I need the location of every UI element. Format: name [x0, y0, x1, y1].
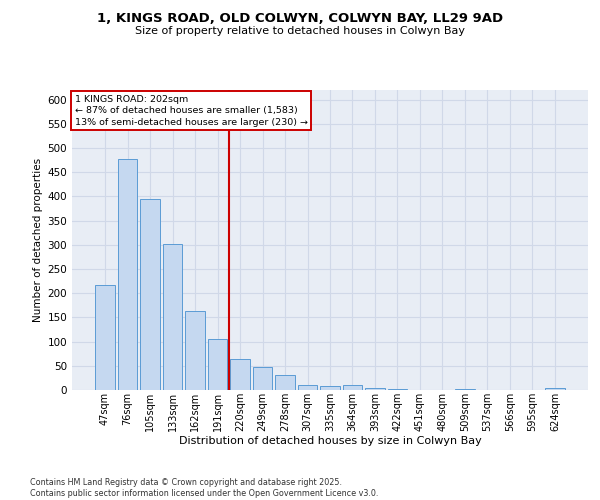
Bar [545, 388, 565, 390]
Bar [140, 199, 160, 390]
Text: Size of property relative to detached houses in Colwyn Bay: Size of property relative to detached ho… [135, 26, 465, 36]
Bar [275, 376, 295, 390]
Bar [253, 368, 272, 390]
Bar [298, 385, 317, 390]
Bar [95, 284, 115, 390]
Bar [185, 311, 205, 390]
Bar [388, 389, 407, 390]
Bar [455, 389, 475, 390]
Bar [320, 386, 340, 390]
Y-axis label: Number of detached properties: Number of detached properties [33, 158, 43, 322]
Bar [163, 244, 182, 390]
Bar [343, 385, 362, 390]
Bar [208, 338, 227, 390]
Text: 1, KINGS ROAD, OLD COLWYN, COLWYN BAY, LL29 9AD: 1, KINGS ROAD, OLD COLWYN, COLWYN BAY, L… [97, 12, 503, 26]
Bar [118, 158, 137, 390]
Text: 1 KINGS ROAD: 202sqm
← 87% of detached houses are smaller (1,583)
13% of semi-de: 1 KINGS ROAD: 202sqm ← 87% of detached h… [74, 94, 308, 127]
Text: Contains HM Land Registry data © Crown copyright and database right 2025.
Contai: Contains HM Land Registry data © Crown c… [30, 478, 379, 498]
Bar [365, 388, 385, 390]
X-axis label: Distribution of detached houses by size in Colwyn Bay: Distribution of detached houses by size … [179, 436, 481, 446]
Bar [230, 358, 250, 390]
